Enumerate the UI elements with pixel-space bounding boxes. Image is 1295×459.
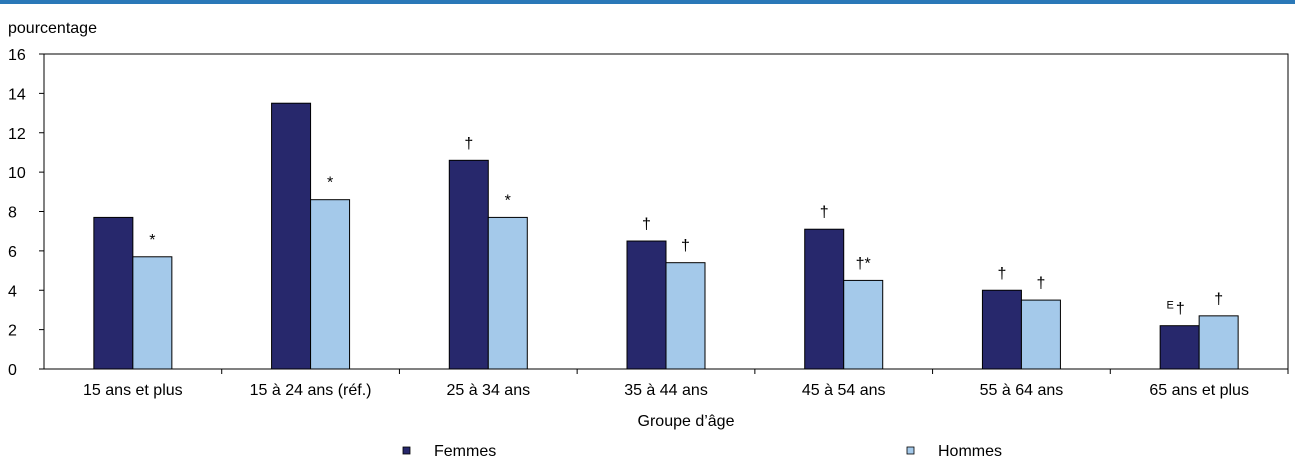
bar-hommes [310, 199, 351, 370]
y-tick-label: 14 [8, 86, 26, 103]
annotations-group: **†*††††*††E †† [149, 135, 1223, 317]
bar-annotation: † [1036, 275, 1045, 292]
bar-annotation: * [327, 175, 333, 192]
bar-femmes [93, 216, 134, 370]
significance-mark: † [1176, 301, 1185, 318]
bar-annotation: * [505, 192, 511, 209]
y-tick-label: 8 [8, 205, 17, 222]
legend-swatch-femmes [402, 446, 411, 455]
bar-femmes [981, 289, 1022, 370]
legend-label-femmes: Femmes [434, 443, 496, 459]
category-label: 65 ans et plus [1149, 382, 1249, 399]
category-label: 25 à 34 ans [446, 382, 530, 399]
y-tick-label: 0 [8, 362, 17, 379]
bar-annotation: E † [1167, 300, 1185, 318]
bar-femmes [1159, 325, 1200, 370]
top-rule [0, 0, 1295, 4]
bar-annotation: †* [856, 255, 871, 272]
bar-annotation: † [1214, 291, 1223, 308]
bar-annotation: † [681, 238, 690, 255]
bar-annotation: † [642, 216, 651, 233]
category-label: 15 à 24 ans (réf.) [250, 382, 372, 399]
category-label: 35 à 44 ans [624, 382, 708, 399]
category-labels: 15 ans et plus 15 à 24 ans (réf.) 25 à 34 … [83, 369, 1289, 399]
legend-label-hommes: Hommes [938, 443, 1002, 459]
bar-hommes [1020, 299, 1061, 370]
bar-hommes [132, 256, 173, 370]
bar-femmes [626, 240, 667, 370]
y-tick-label: 4 [8, 283, 17, 300]
y-tick-label: 12 [8, 126, 26, 143]
bar-femmes [271, 102, 312, 370]
y-axis-ticks: 0 2 4 6 8 10 12 14 16 [8, 47, 44, 379]
y-tick-label: 16 [8, 47, 26, 64]
bar-hommes [487, 216, 528, 370]
category-label: 15 ans et plus [83, 382, 183, 399]
bar-annotation: * [149, 232, 155, 249]
legend-swatch-hommes [906, 446, 915, 455]
bar-hommes [843, 279, 884, 370]
y-tick-label: 2 [8, 323, 17, 340]
x-axis-title: Groupe d’âge [638, 413, 735, 430]
estimate-flag: E [1167, 300, 1174, 312]
unit-label: pourcentage [8, 20, 97, 37]
y-tick-label: 6 [8, 244, 17, 261]
category-label: 45 à 54 ans [802, 382, 886, 399]
category-label: 55 à 64 ans [980, 382, 1064, 399]
bar-hommes [665, 262, 706, 370]
bar-annotation: † [997, 265, 1006, 282]
bar-annotation: † [820, 204, 829, 221]
y-tick-label: 10 [8, 165, 26, 182]
legend: Femmes Hommes [402, 443, 1002, 459]
bar-annotation: † [464, 135, 473, 152]
bars-group [93, 102, 1239, 370]
bar-femmes [804, 228, 845, 370]
plot-frame [43, 53, 1289, 370]
bar-femmes [448, 159, 489, 370]
bar-hommes [1198, 315, 1239, 370]
